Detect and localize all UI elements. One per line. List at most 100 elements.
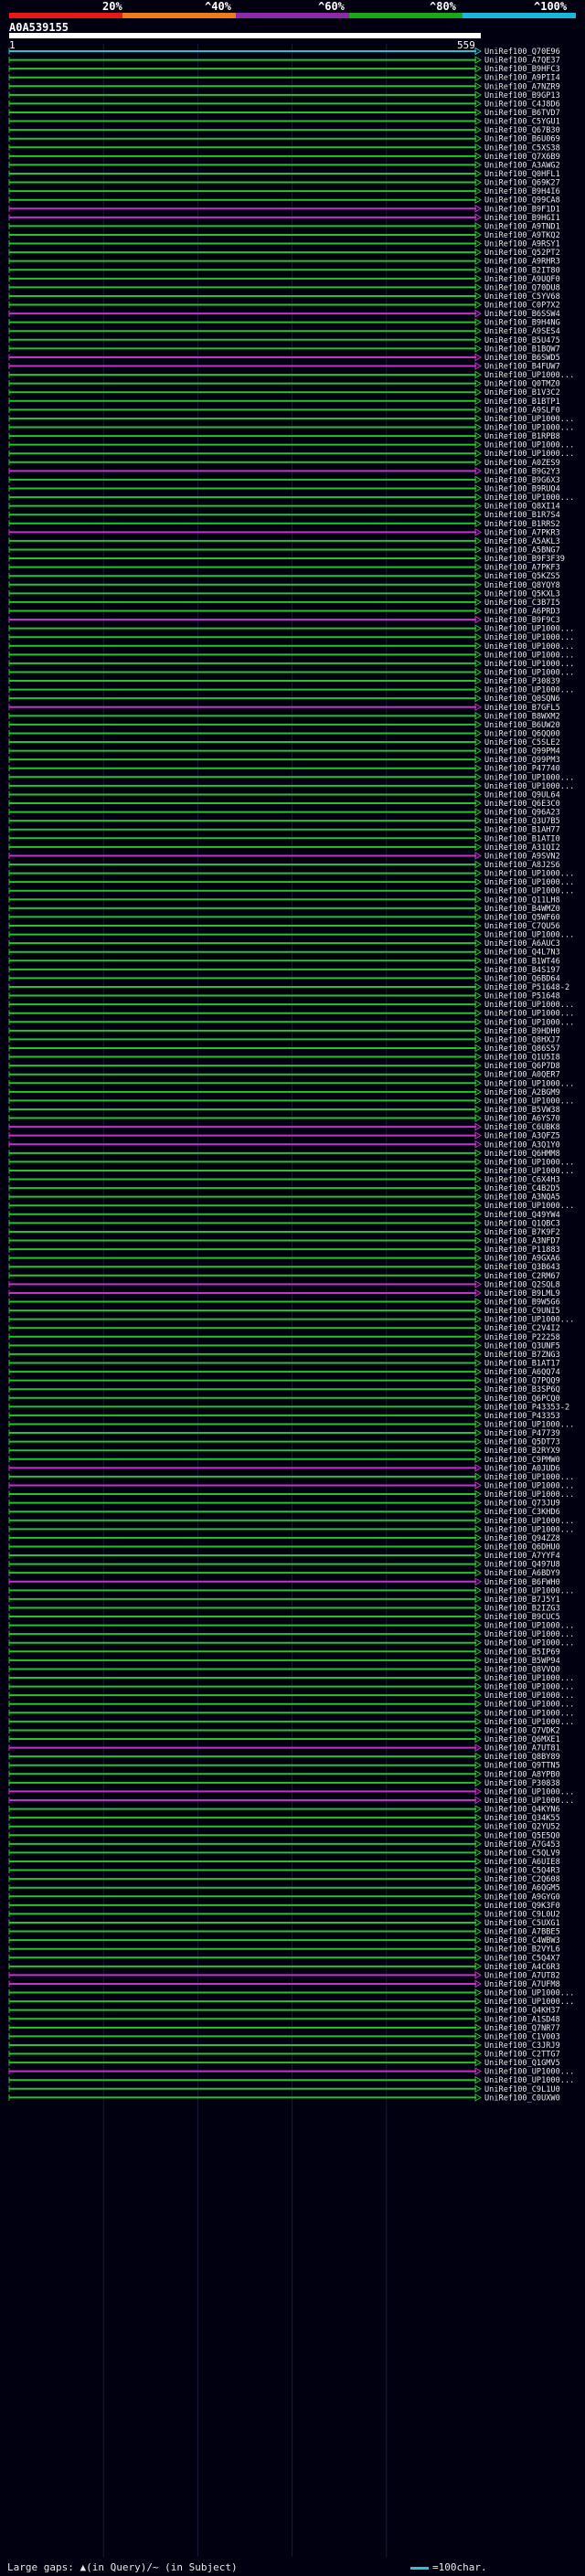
hit-label[interactable]: UniRef100_UP1000... (484, 878, 574, 887)
hit-label[interactable]: UniRef100_C6X4H3 (484, 1176, 560, 1185)
hit-label[interactable]: UniRef100_UP1000... (484, 686, 574, 695)
hit-label[interactable]: UniRef100_Q99PM3 (484, 756, 560, 765)
hit-label[interactable]: UniRef100_P30839 (484, 677, 560, 686)
hit-label[interactable]: UniRef100_B5WP94 (484, 1657, 560, 1666)
hit-label[interactable]: UniRef100_UP1000... (484, 1622, 574, 1631)
hit-label[interactable]: UniRef100_Q0SQN6 (484, 694, 560, 704)
hit-label[interactable]: UniRef100_UP1000... (484, 1079, 574, 1088)
hit-label[interactable]: UniRef100_B9H4NG (484, 319, 560, 328)
hit-label[interactable]: UniRef100_B4FUW7 (484, 363, 560, 372)
hit-label[interactable]: UniRef100_B7J5Y1 (484, 1595, 560, 1605)
hit-label[interactable]: UniRef100_C9PMW0 (484, 1456, 560, 1465)
hit-label[interactable]: UniRef100_B1RRS2 (484, 520, 560, 529)
hit-label[interactable]: UniRef100_A9UQF0 (484, 275, 560, 284)
hit-label[interactable]: UniRef100_B1WT46 (484, 957, 560, 966)
hit-label[interactable]: UniRef100_C2TTG7 (484, 2051, 560, 2060)
hit-label[interactable]: UniRef100_B9RUQ4 (484, 485, 560, 494)
hit-label[interactable]: UniRef100_Q1U5I8 (484, 1054, 560, 1063)
hit-label[interactable]: UniRef100_UP1000... (484, 424, 574, 433)
hit-label[interactable]: UniRef100_UP1000... (484, 1630, 574, 1639)
hit-label[interactable]: UniRef100_UP1000... (484, 450, 574, 459)
hit-label[interactable]: UniRef100_A0QER7 (484, 1071, 560, 1080)
hit-label[interactable]: UniRef100_B9HGI1 (484, 214, 560, 223)
hit-label[interactable]: UniRef100_Q5KXL3 (484, 589, 560, 599)
hit-label[interactable]: UniRef100_A7QE37 (484, 57, 560, 66)
hit-label[interactable]: UniRef100_Q70E96 (484, 48, 560, 57)
hit-label[interactable]: UniRef100_B9F3F39 (484, 555, 565, 564)
hit-label[interactable]: UniRef100_UP1000... (484, 1097, 574, 1106)
hit-label[interactable]: UniRef100_UP1000... (484, 1797, 574, 1806)
hit-label[interactable]: UniRef100_B2IZG3 (484, 1604, 560, 1613)
hit-label[interactable]: UniRef100_UP1000... (484, 1989, 574, 1998)
hit-label[interactable]: UniRef100_UP1000... (484, 1202, 574, 1211)
hit-label[interactable]: UniRef100_UP1000... (484, 1639, 574, 1648)
hit-label[interactable]: UniRef100_UP1000... (484, 1525, 574, 1534)
hit-label[interactable]: UniRef100_A6AUC3 (484, 939, 560, 949)
hit-label[interactable]: UniRef100_B4WMZ0 (484, 905, 560, 914)
hit-label[interactable]: UniRef100_Q99PM4 (484, 747, 560, 757)
hit-label[interactable]: UniRef100_A5AKL3 (484, 537, 560, 546)
hit-label[interactable]: UniRef100_A7BBE5 (484, 1928, 560, 1937)
hit-label[interactable]: UniRef100_Q86S57 (484, 1044, 560, 1054)
hit-label[interactable]: UniRef100_B9F1D1 (484, 205, 560, 214)
hit-label[interactable]: UniRef100_A2BGM9 (484, 1088, 560, 1097)
hit-label[interactable]: UniRef100_Q5E5Q0 (484, 1831, 560, 1840)
hit-label[interactable]: UniRef100_Q1QBC3 (484, 1219, 560, 1228)
hit-label[interactable]: UniRef100_UP1000... (484, 633, 574, 642)
hit-label[interactable]: UniRef100_Q3UNF5 (484, 1341, 560, 1351)
hit-label[interactable]: UniRef100_Q99CA8 (484, 196, 560, 206)
hit-label[interactable]: UniRef100_Q5WF60 (484, 913, 560, 922)
hit-label[interactable]: UniRef100_B6TVD7 (484, 109, 560, 118)
hit-label[interactable]: UniRef100_A4C6R3 (484, 1963, 560, 1972)
hit-label[interactable]: UniRef100_Q8YQY8 (484, 581, 560, 590)
hit-label[interactable]: UniRef100_C5QLV9 (484, 1849, 560, 1858)
hit-label[interactable]: UniRef100_UP1000... (484, 660, 574, 669)
hit-label[interactable]: UniRef100_UP1000... (484, 1709, 574, 1718)
hit-label[interactable]: UniRef100_Q6E3C0 (484, 800, 560, 809)
hit-label[interactable]: UniRef100_UP1000... (484, 773, 574, 782)
hit-label[interactable]: UniRef100_B6U069 (484, 135, 560, 144)
hit-label[interactable]: UniRef100_B1ATI0 (484, 834, 560, 843)
hit-label[interactable]: UniRef100_A9TND1 (484, 222, 560, 231)
hit-label[interactable]: UniRef100_Q6DHU0 (484, 1542, 560, 1552)
hit-label[interactable]: UniRef100_UP1000... (484, 1420, 574, 1429)
hit-label[interactable]: UniRef100_UP1000... (484, 931, 574, 940)
hit-label[interactable]: UniRef100_C3B7I5 (484, 599, 560, 608)
hit-label[interactable]: UniRef100_A7PKF3 (484, 564, 560, 573)
hit-label[interactable]: UniRef100_C2RM67 (484, 1272, 560, 1281)
hit-label[interactable]: UniRef100_B9HDH0 (484, 1027, 560, 1036)
hit-label[interactable]: UniRef100_B9G2Y3 (484, 467, 560, 476)
hit-label[interactable]: UniRef100_A9SLF0 (484, 406, 560, 415)
hit-label[interactable]: UniRef100_B1R7S4 (484, 511, 560, 520)
hit-label[interactable]: UniRef100_UP1000... (484, 415, 574, 424)
hit-label[interactable]: UniRef100_B2IT80 (484, 266, 560, 275)
hit-label[interactable]: UniRef100_UP1000... (484, 1787, 574, 1797)
hit-label[interactable]: UniRef100_Q7X6B9 (484, 153, 560, 162)
hit-label[interactable]: UniRef100_A5BNG7 (484, 546, 560, 555)
hit-label[interactable]: UniRef100_A7NZR9 (484, 82, 560, 91)
hit-label[interactable]: UniRef100_C5Q4R3 (484, 1867, 560, 1876)
hit-label[interactable]: UniRef100_UP1000... (484, 1701, 574, 1710)
hit-label[interactable]: UniRef100_A7G453 (484, 1840, 560, 1850)
hit-label[interactable]: UniRef100_Q9TTN5 (484, 1762, 560, 1771)
hit-label[interactable]: UniRef100_UP1000... (484, 1517, 574, 1526)
hit-label[interactable]: UniRef100_UP1000... (484, 1683, 574, 1692)
hit-label[interactable]: UniRef100_P11883 (484, 1246, 560, 1255)
hit-label[interactable]: UniRef100_B9CUC5 (484, 1613, 560, 1622)
hit-label[interactable]: UniRef100_A7YYF4 (484, 1552, 560, 1561)
hit-label[interactable]: UniRef100_UP1000... (484, 1316, 574, 1325)
hit-label[interactable]: UniRef100_Q2SQL8 (484, 1280, 560, 1289)
hit-label[interactable]: UniRef100_C5YV68 (484, 292, 560, 302)
hit-label[interactable]: UniRef100_C5SLE2 (484, 738, 560, 747)
hit-label[interactable]: UniRef100_B9HFC3 (484, 65, 560, 74)
hit-label[interactable]: UniRef100_A6QGM5 (484, 1884, 560, 1893)
hit-label[interactable]: UniRef100_B4S197 (484, 966, 560, 975)
hit-label[interactable]: UniRef100_Q7PQQ9 (484, 1377, 560, 1386)
hit-label[interactable]: UniRef100_Q4L7N3 (484, 949, 560, 958)
hit-label[interactable]: UniRef100_A9GYG0 (484, 1892, 560, 1902)
hit-label[interactable]: UniRef100_A0JUD6 (484, 1464, 560, 1473)
hit-label[interactable]: UniRef100_A7UFM8 (484, 1980, 560, 1989)
hit-label[interactable]: UniRef100_UP1000... (484, 668, 574, 677)
hit-label[interactable]: UniRef100_C3KHD6 (484, 1508, 560, 1517)
hit-label[interactable]: UniRef100_A9GXA6 (484, 1255, 560, 1264)
